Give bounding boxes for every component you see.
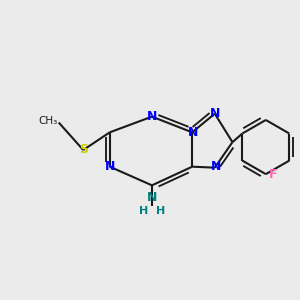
Text: N: N (210, 107, 220, 120)
Text: H: H (139, 206, 148, 216)
Text: N: N (147, 110, 157, 123)
Text: H: H (156, 206, 165, 216)
Text: N: N (147, 191, 157, 205)
Text: S: S (79, 143, 88, 157)
Text: N: N (211, 160, 221, 173)
Text: CH₃: CH₃ (38, 116, 57, 126)
Text: N: N (105, 160, 115, 173)
Text: F: F (269, 168, 278, 181)
Text: N: N (188, 126, 199, 139)
